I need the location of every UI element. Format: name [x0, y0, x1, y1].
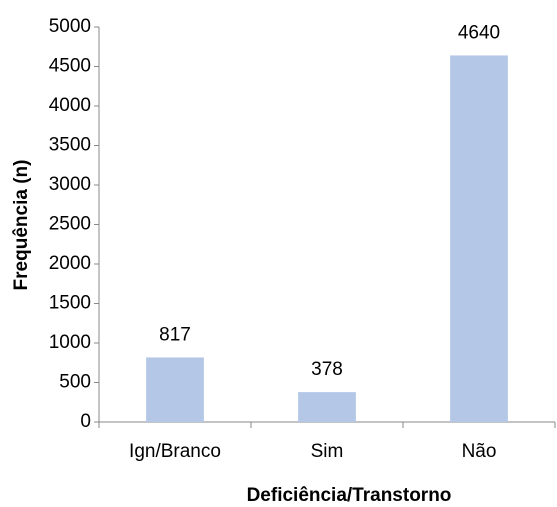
x-tick-label: Ign/Branco — [129, 441, 221, 462]
y-tick-label: 1500 — [49, 293, 91, 314]
bar — [298, 392, 356, 422]
x-axis-title: Deficiência/Transtorno — [247, 485, 452, 506]
bar — [450, 55, 508, 422]
data-label: 817 — [159, 324, 191, 345]
y-tick-label: 0 — [80, 411, 91, 432]
y-tick-label: 1000 — [49, 332, 91, 353]
x-tick-label: Não — [462, 441, 497, 462]
y-tick-label: 4000 — [49, 95, 91, 116]
x-tick-label: Sim — [311, 441, 344, 462]
y-axis-title: Frequência (n) — [11, 160, 32, 291]
y-tick-label: 5000 — [49, 16, 91, 37]
y-tick-label: 3500 — [49, 135, 91, 156]
data-label: 378 — [311, 359, 343, 380]
y-tick-label: 500 — [59, 372, 91, 393]
y-tick-label: 3000 — [49, 174, 91, 195]
y-tick-label: 2500 — [49, 214, 91, 235]
y-tick-label: 4500 — [49, 56, 91, 77]
data-label: 4640 — [458, 22, 500, 43]
y-tick-label: 2000 — [49, 253, 91, 274]
bar — [146, 357, 204, 422]
